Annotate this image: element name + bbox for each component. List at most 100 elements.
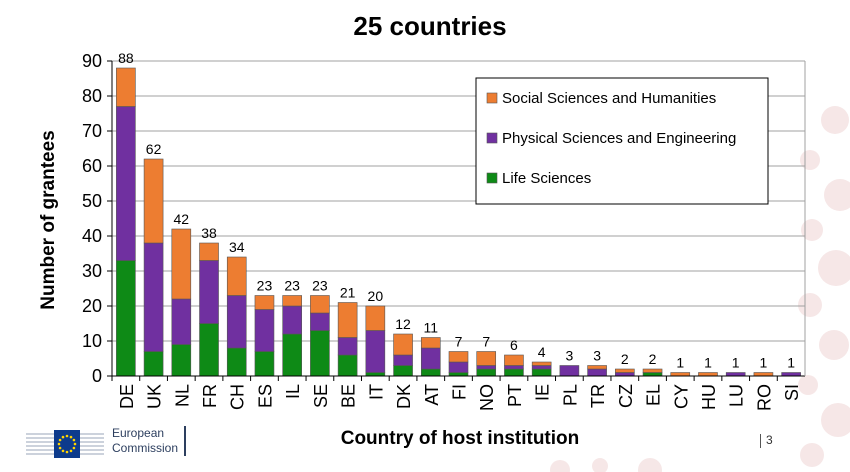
bar-segment-pt-social: [504, 354, 524, 366]
y-tick-label: 0: [92, 366, 102, 386]
bar-segment-nl-social: [171, 228, 192, 300]
legend-box: [475, 77, 769, 205]
total-label: 7: [455, 334, 463, 350]
bar-segment-fi-physical: [448, 361, 469, 373]
bar-segment-it-life: [365, 372, 386, 377]
chart-title: 25 countries: [353, 11, 506, 41]
y-tick-labels: 0 10 20 30 40 50 60 70 80 90: [82, 51, 102, 386]
bar-segment-be-social: [337, 302, 358, 338]
x-tick-label: DE: [117, 384, 137, 409]
legend-label: Physical Sciences and Engineering: [502, 130, 736, 147]
bar-segment-be-physical: [337, 337, 358, 356]
bar-segment-es-physical: [254, 309, 275, 352]
bar-segment-ch-physical: [226, 295, 247, 349]
page-number: 3: [760, 433, 773, 448]
bar-segment-se-physical: [310, 312, 330, 331]
bar-segment-es-life: [254, 351, 275, 377]
bar-segment-dk-life: [393, 365, 413, 377]
decor-dot: [821, 106, 849, 134]
eu-star: [73, 442, 77, 446]
x-tick-label: SI: [782, 384, 802, 401]
total-label: 11: [424, 320, 439, 336]
bar-segment-ie-social: [531, 361, 552, 366]
bar-segment-pl-physical: [559, 365, 580, 377]
eu-star: [61, 449, 65, 453]
x-tick-label: HU: [699, 384, 719, 410]
bar-segment-uk-life: [143, 351, 164, 377]
bar-segment-lu-physical: [725, 372, 746, 377]
y-tick-label: 60: [82, 156, 102, 176]
decor-dot: [818, 250, 850, 286]
eu-star: [65, 450, 69, 454]
legend-label: Life Sciences: [502, 170, 591, 187]
total-label: 23: [257, 278, 273, 294]
y-tick-label: 80: [82, 86, 102, 106]
bar-segment-dk-physical: [393, 354, 413, 366]
bar-segment-de-physical: [116, 106, 136, 261]
total-label: 3: [565, 348, 573, 364]
total-label: 1: [676, 355, 684, 371]
total-label: 1: [704, 355, 712, 371]
bar-segment-nl-physical: [171, 298, 192, 345]
bar-segment-ro-social: [753, 372, 774, 377]
bar-segment-se-life: [310, 330, 330, 377]
y-tick-label: 30: [82, 261, 102, 281]
x-tick-label: FR: [200, 384, 220, 408]
bar-segment-hu-social: [698, 372, 718, 377]
bar-segment-no-physical: [476, 365, 497, 370]
total-label: 12: [395, 316, 411, 332]
total-label: 2: [621, 351, 629, 367]
bar-segment-il-life: [282, 333, 302, 377]
axes: [111, 61, 806, 381]
eu-star: [69, 435, 73, 439]
total-label: 1: [787, 355, 795, 371]
bar-segment-be-life: [337, 354, 358, 377]
european-commission-logo: [24, 420, 106, 462]
eu-star: [72, 446, 76, 450]
total-label: 34: [229, 239, 245, 255]
total-label: 62: [146, 141, 162, 157]
total-label: 42: [174, 211, 190, 227]
x-tick-label: CH: [228, 384, 248, 410]
bar-segment-dk-social: [393, 333, 413, 356]
legend: Social Sciences and Humanities Physical S…: [475, 77, 769, 205]
decor-dot: [819, 330, 849, 360]
x-tick-label: IT: [366, 384, 386, 400]
y-tick-label: 90: [82, 51, 102, 71]
x-tick-label: TR: [588, 384, 608, 408]
total-label: 1: [760, 355, 768, 371]
total-label: 2: [649, 351, 657, 367]
x-axis-label: Country of host institution: [341, 428, 580, 449]
decor-dot: [550, 460, 570, 472]
x-tick-label: CZ: [616, 384, 636, 408]
bar-segment-cy-social: [670, 372, 691, 377]
bar-segment-fi-social: [448, 351, 469, 363]
legend-swatch: [486, 132, 498, 144]
bar-segment-at-physical: [420, 347, 441, 370]
x-tick-label: LU: [727, 384, 747, 407]
y-tick-label: 70: [82, 121, 102, 141]
bar-segment-pt-life: [504, 368, 524, 377]
total-label: 21: [340, 285, 356, 301]
bar-segment-ie-physical: [531, 365, 552, 370]
eu-star: [72, 438, 76, 442]
bar-segment-ch-social: [226, 256, 247, 296]
decor-dot: [638, 458, 662, 472]
bar-segment-si-physical: [781, 372, 801, 377]
bar-segment-cz-physical: [615, 372, 635, 377]
x-tick-label: UK: [145, 384, 165, 409]
x-tick-label: NL: [172, 384, 192, 407]
total-label: 23: [312, 278, 328, 294]
total-label: 6: [510, 337, 518, 353]
x-tick-label: DK: [394, 384, 414, 409]
x-tick-label: EL: [644, 384, 664, 406]
bar-segment-cz-social: [615, 368, 635, 373]
total-label: 20: [368, 288, 384, 304]
total-label: 3: [593, 348, 601, 364]
x-tick-label: FI: [450, 384, 470, 400]
decor-dot: [798, 293, 822, 317]
bar-segment-it-social: [365, 305, 386, 331]
